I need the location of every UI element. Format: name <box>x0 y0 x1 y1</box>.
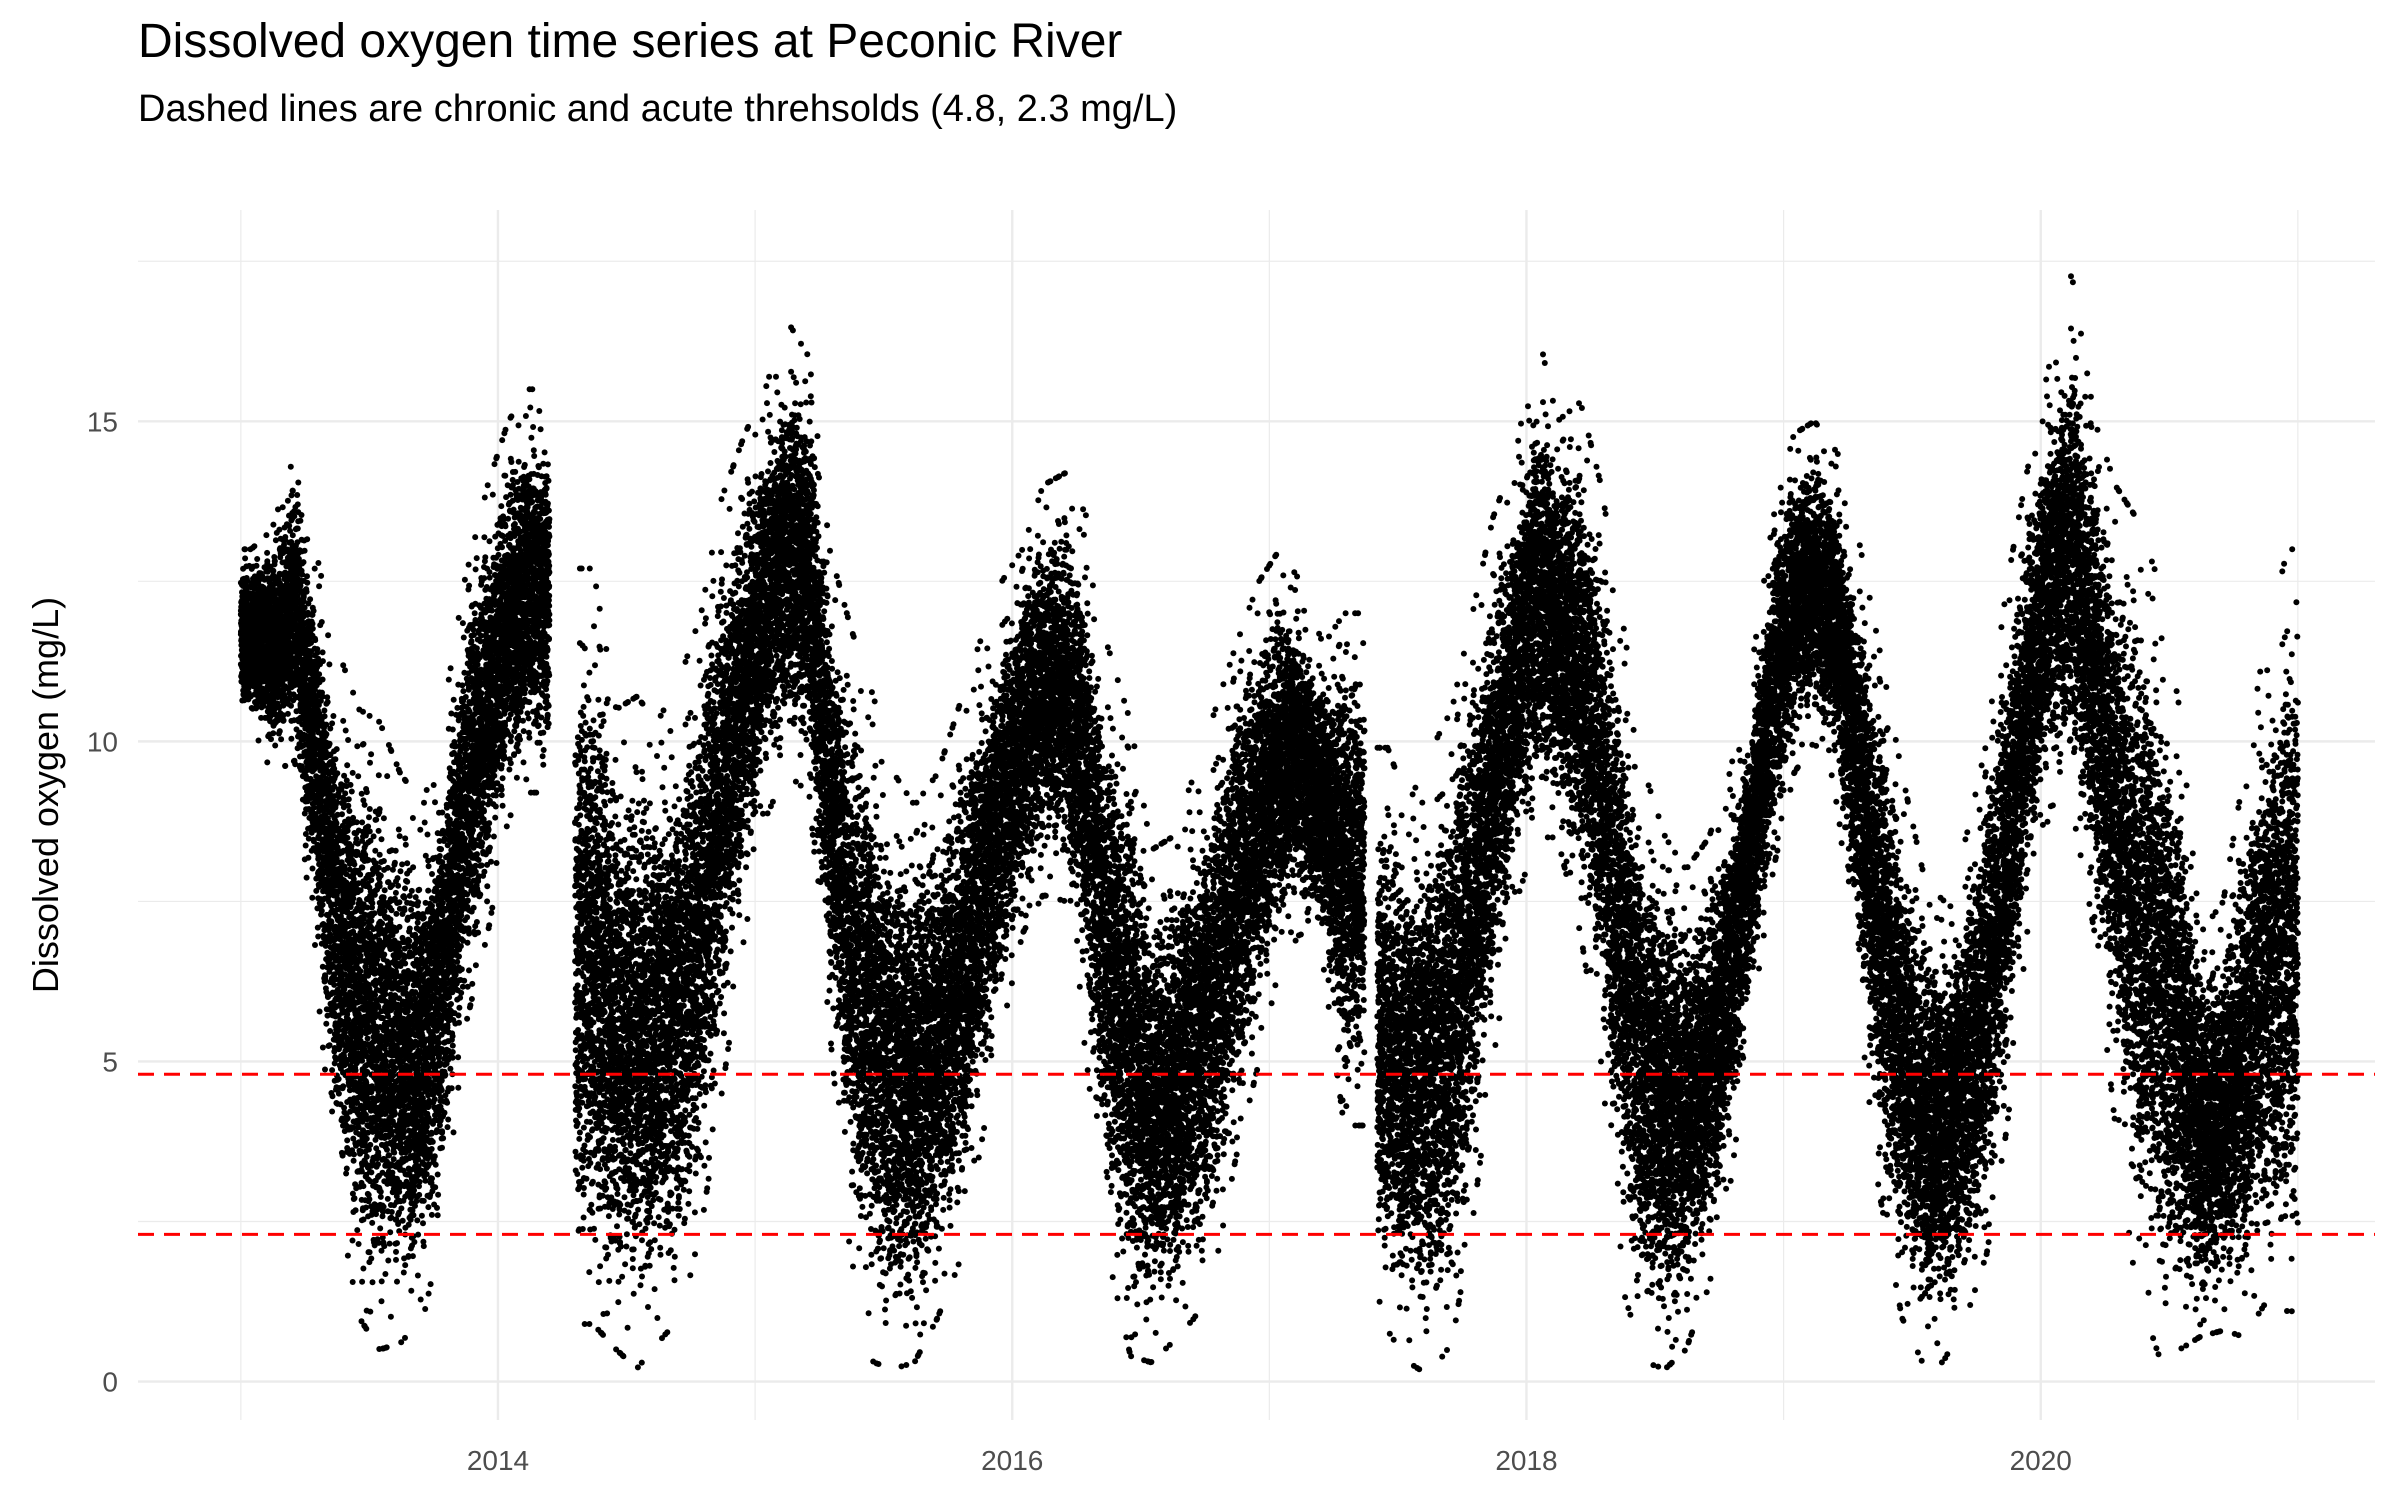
data-point <box>272 558 278 564</box>
data-point <box>254 556 260 562</box>
data-point <box>303 843 309 849</box>
data-point <box>316 583 322 589</box>
data-point <box>304 573 310 579</box>
data-point <box>254 563 260 569</box>
data-point <box>302 548 308 554</box>
data-point <box>305 855 311 861</box>
data-point <box>316 671 322 677</box>
data-point <box>310 866 316 872</box>
data-point <box>264 550 270 556</box>
data-point <box>309 895 315 901</box>
data-point <box>242 546 248 552</box>
data-point <box>290 532 296 538</box>
data-point <box>314 650 320 656</box>
data-point <box>307 596 313 602</box>
data-point <box>295 480 301 486</box>
data-point <box>270 730 276 736</box>
data-point <box>301 559 307 565</box>
data-point <box>295 501 301 507</box>
data-point <box>270 522 276 528</box>
data-point <box>280 504 286 510</box>
data-point <box>294 492 300 498</box>
data-point <box>276 527 282 533</box>
data-point <box>242 555 248 561</box>
data-point <box>288 464 294 470</box>
data-point <box>264 558 270 564</box>
data-point <box>304 589 310 595</box>
data-point <box>264 759 270 765</box>
data-point <box>319 908 325 914</box>
data-point <box>270 568 276 574</box>
data-point <box>304 536 310 542</box>
data-point <box>311 608 317 614</box>
data-point <box>256 738 262 744</box>
data-point <box>310 626 316 632</box>
data-point <box>319 619 325 625</box>
data-point <box>268 736 274 742</box>
data-point <box>318 573 324 579</box>
data-point <box>282 763 288 769</box>
data-point <box>288 736 294 742</box>
data-point <box>263 532 269 538</box>
data-point <box>251 543 257 549</box>
data-point <box>312 566 318 572</box>
data-point <box>312 942 318 948</box>
data-point <box>278 736 284 742</box>
data-point <box>299 512 305 518</box>
data-point <box>317 1009 323 1015</box>
data-point <box>304 580 310 586</box>
data-point <box>290 488 296 494</box>
data-point <box>286 523 292 529</box>
data-point <box>272 743 278 749</box>
data-point <box>285 711 291 717</box>
data-point <box>277 728 283 734</box>
data-point <box>285 498 291 504</box>
data-point <box>315 560 321 566</box>
data-point <box>304 875 310 881</box>
data-point <box>282 534 288 540</box>
data-point <box>315 934 321 940</box>
data-point <box>297 518 303 524</box>
data-point <box>288 703 294 709</box>
data-point <box>312 637 318 643</box>
data-point <box>295 526 301 532</box>
data-point <box>281 717 287 723</box>
